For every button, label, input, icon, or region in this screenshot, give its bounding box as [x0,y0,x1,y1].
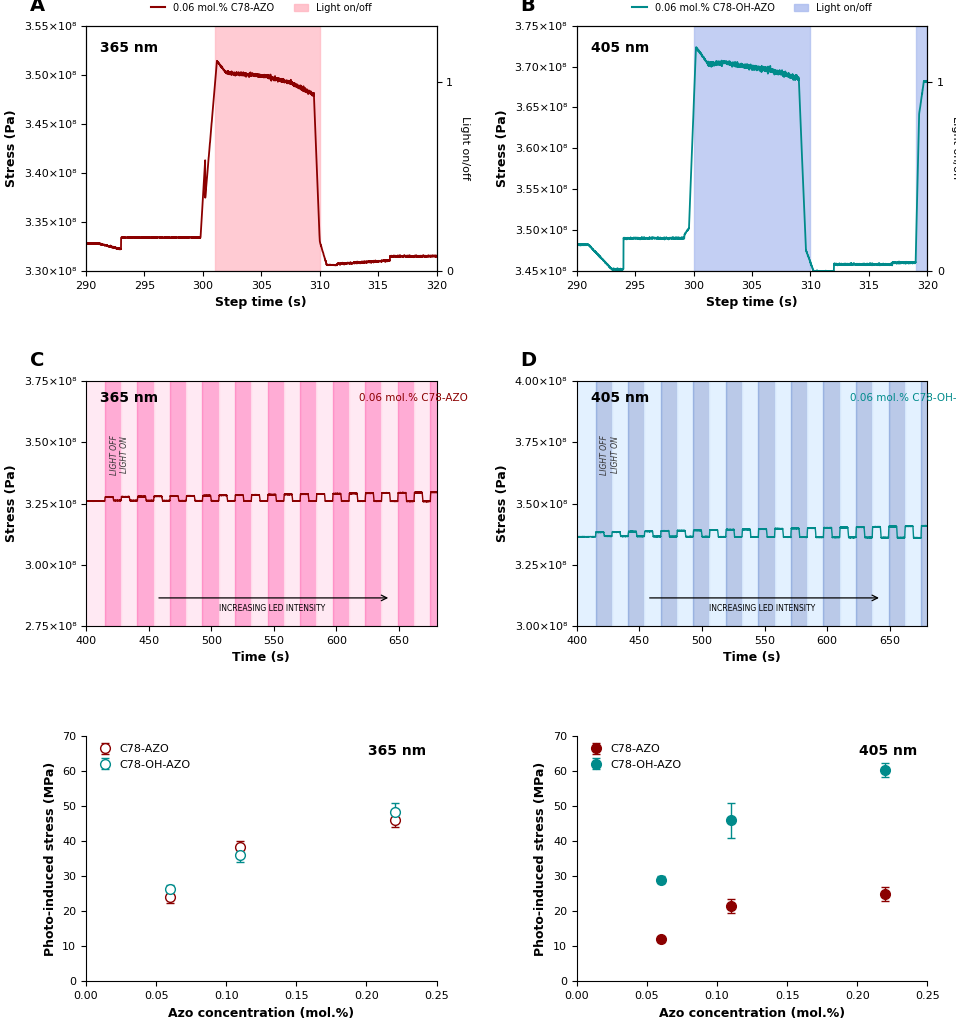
Bar [214,26,319,271]
Y-axis label: Stress (Pa): Stress (Pa) [6,109,18,187]
Bar [86,381,105,626]
Bar [839,381,856,626]
Bar [694,26,811,271]
Text: 405 nm: 405 nm [858,744,917,757]
Bar [268,381,284,626]
Text: 0.06 mol.% C78-AZO: 0.06 mol.% C78-AZO [359,394,468,403]
X-axis label: Azo concentration (mol.%): Azo concentration (mol.%) [659,1006,845,1020]
X-axis label: Step time (s): Step time (s) [706,296,798,309]
Bar [430,381,446,626]
Bar [251,381,268,626]
Bar [916,26,927,271]
Bar [349,381,365,626]
Bar [758,381,774,626]
Text: INCREASING LED INTENSITY: INCREASING LED INTENSITY [709,604,815,613]
Bar [644,381,661,626]
Bar [105,381,121,626]
Bar [823,381,839,626]
Bar [726,381,742,626]
Text: 405 nm: 405 nm [591,40,649,55]
Bar [709,381,726,626]
Bar [398,381,414,626]
Text: C: C [30,351,44,371]
Bar [170,381,186,626]
Text: LIGHT OFF
LIGHT ON: LIGHT OFF LIGHT ON [600,435,619,475]
Bar [856,381,872,626]
Bar [921,381,937,626]
Bar [872,381,888,626]
Bar [904,381,921,626]
X-axis label: Time (s): Time (s) [232,652,291,664]
Legend: C78-AZO, C78-OH-AZO: C78-AZO, C78-OH-AZO [582,742,684,772]
Bar [235,381,251,626]
Bar [186,381,203,626]
Bar [333,381,349,626]
Y-axis label: Photo-induced stress (MPa): Photo-induced stress (MPa) [44,761,56,956]
Bar [284,381,300,626]
X-axis label: Step time (s): Step time (s) [215,296,307,309]
Bar [203,381,219,626]
Y-axis label: Light on/off: Light on/off [460,117,470,181]
Legend: 0.06 mol.% C78-AZO, Light on/off: 0.06 mol.% C78-AZO, Light on/off [147,0,376,17]
Bar [888,381,904,626]
Text: 365 nm: 365 nm [100,40,158,55]
Bar [381,381,398,626]
Bar [154,381,170,626]
Text: 365 nm: 365 nm [368,744,426,757]
Text: LIGHT OFF
LIGHT ON: LIGHT OFF LIGHT ON [110,435,129,475]
Bar [121,381,138,626]
X-axis label: Time (s): Time (s) [723,652,781,664]
Bar [414,381,430,626]
Text: B: B [521,0,535,15]
Bar [219,381,235,626]
Legend: C78-AZO, C78-OH-AZO: C78-AZO, C78-OH-AZO [92,742,193,772]
Text: 0.06 mol.% C78-OH-AZO: 0.06 mol.% C78-OH-AZO [850,394,956,403]
Y-axis label: Stress (Pa): Stress (Pa) [5,465,18,542]
Bar [791,381,807,626]
Bar [138,381,154,626]
Bar [365,381,381,626]
Bar [677,381,693,626]
Y-axis label: Photo-induced stress (MPa): Photo-induced stress (MPa) [534,761,548,956]
Bar [693,381,709,626]
Bar [576,381,596,626]
Y-axis label: Stress (Pa): Stress (Pa) [496,109,509,187]
Bar [612,381,628,626]
Bar [742,381,758,626]
Text: 365 nm: 365 nm [100,390,158,405]
Text: A: A [30,0,45,15]
Bar [774,381,791,626]
Bar [807,381,823,626]
Bar [628,381,644,626]
Y-axis label: Stress (Pa): Stress (Pa) [496,465,509,542]
Legend: 0.06 mol.% C78-OH-AZO, Light on/off: 0.06 mol.% C78-OH-AZO, Light on/off [628,0,876,17]
Bar [300,381,316,626]
Text: 405 nm: 405 nm [591,390,649,405]
X-axis label: Azo concentration (mol.%): Azo concentration (mol.%) [168,1006,355,1020]
Bar [661,381,677,626]
Text: INCREASING LED INTENSITY: INCREASING LED INTENSITY [219,604,325,613]
Bar [596,381,612,626]
Bar [316,381,333,626]
Text: D: D [521,351,537,371]
Y-axis label: Light on/off: Light on/off [950,117,956,181]
